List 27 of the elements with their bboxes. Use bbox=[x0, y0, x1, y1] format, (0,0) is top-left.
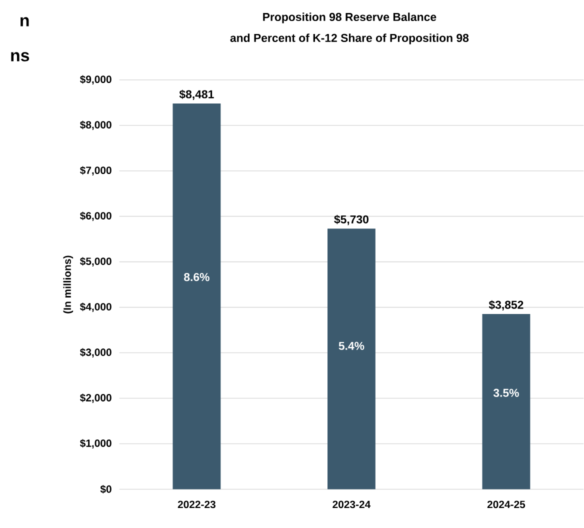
x-tick-label: 2024-25 bbox=[487, 500, 526, 508]
y-tick-label: $7,000 bbox=[80, 166, 112, 176]
data-label: $8,481 bbox=[179, 90, 214, 100]
text: n bbox=[20, 17, 29, 26]
bar bbox=[328, 228, 376, 490]
annotation: 3.5% bbox=[493, 388, 519, 397]
bar bbox=[172, 103, 221, 490]
y-tick-label: $2,000 bbox=[80, 394, 112, 403]
chart-subtitle: and Percent of K-12 Share of Proposition 98 bbox=[230, 34, 469, 44]
x-tick-label: 2022-23 bbox=[178, 500, 216, 508]
data-label: $3,852 bbox=[488, 300, 524, 310]
data-label: $5,730 bbox=[334, 214, 368, 226]
y-axis-title: (In millions) bbox=[63, 256, 74, 314]
annotation: 8.6% bbox=[184, 272, 210, 282]
y-tick-label: $6,000 bbox=[80, 212, 112, 221]
y-tick-label: $3,000 bbox=[80, 348, 112, 358]
text: ns bbox=[11, 52, 30, 62]
x-tick-label: 2023-24 bbox=[332, 500, 371, 508]
bar bbox=[482, 314, 530, 490]
y-tick-label: $4,000 bbox=[80, 302, 112, 312]
y-tick-label: $0 bbox=[100, 484, 112, 494]
y-tick-label: $9,000 bbox=[80, 75, 112, 84]
y-tick-label: $5,000 bbox=[80, 257, 112, 266]
chart-title: Proposition 98 Reserve Balance bbox=[263, 12, 436, 24]
y-tick-label: $8,000 bbox=[80, 120, 112, 130]
y-tick-label: $1,000 bbox=[80, 438, 112, 448]
annotation: 5.4% bbox=[338, 342, 364, 350]
